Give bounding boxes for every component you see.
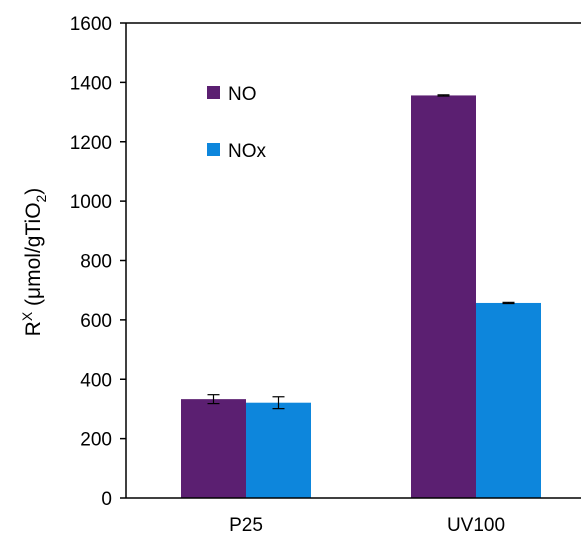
error-bars — [207, 94, 515, 410]
y-tick-label: 200 — [80, 430, 112, 451]
legend-swatch-no — [207, 86, 220, 99]
bar-no-uv100 — [411, 95, 476, 498]
y-axis-title-prefix: R — [22, 321, 45, 336]
y-axis-title-subscript: 2 — [33, 194, 49, 202]
x-tick-label: P25 — [229, 515, 263, 536]
legend-label-nox: NOx — [228, 141, 267, 162]
bars — [181, 95, 541, 498]
y-axis-title-unit: (μmol/gTiO — [22, 202, 45, 311]
y-axis-title: RX (μmol/gTiO2) — [19, 188, 49, 337]
y-tick-label: 1200 — [70, 133, 112, 154]
y-tick-label: 0 — [101, 489, 112, 510]
bar-nox-uv100 — [476, 302, 541, 498]
y-tick-label: 1000 — [70, 192, 112, 213]
y-axis-title-superscript: X — [19, 311, 35, 321]
bar-no-p25 — [181, 399, 246, 498]
x-axis-tick-labels: P25 UV100 — [229, 515, 505, 536]
y-tick-label: 1400 — [70, 73, 112, 94]
y-axis-title-close: ) — [22, 188, 45, 195]
legend-label-no: NO — [228, 84, 257, 105]
x-tick-label: UV100 — [447, 515, 505, 536]
bar-nox-p25 — [246, 402, 311, 498]
y-tick-label: 400 — [80, 370, 112, 391]
y-tick-label: 1600 — [70, 14, 112, 35]
y-tick-label: 600 — [80, 311, 112, 332]
legend-swatch-nox — [207, 143, 220, 156]
y-tick-label: 800 — [80, 252, 112, 273]
y-axis-ticks: 0 200 400 600 800 1000 1200 1400 1600 — [70, 14, 126, 510]
legend: NO NOx — [207, 84, 267, 162]
